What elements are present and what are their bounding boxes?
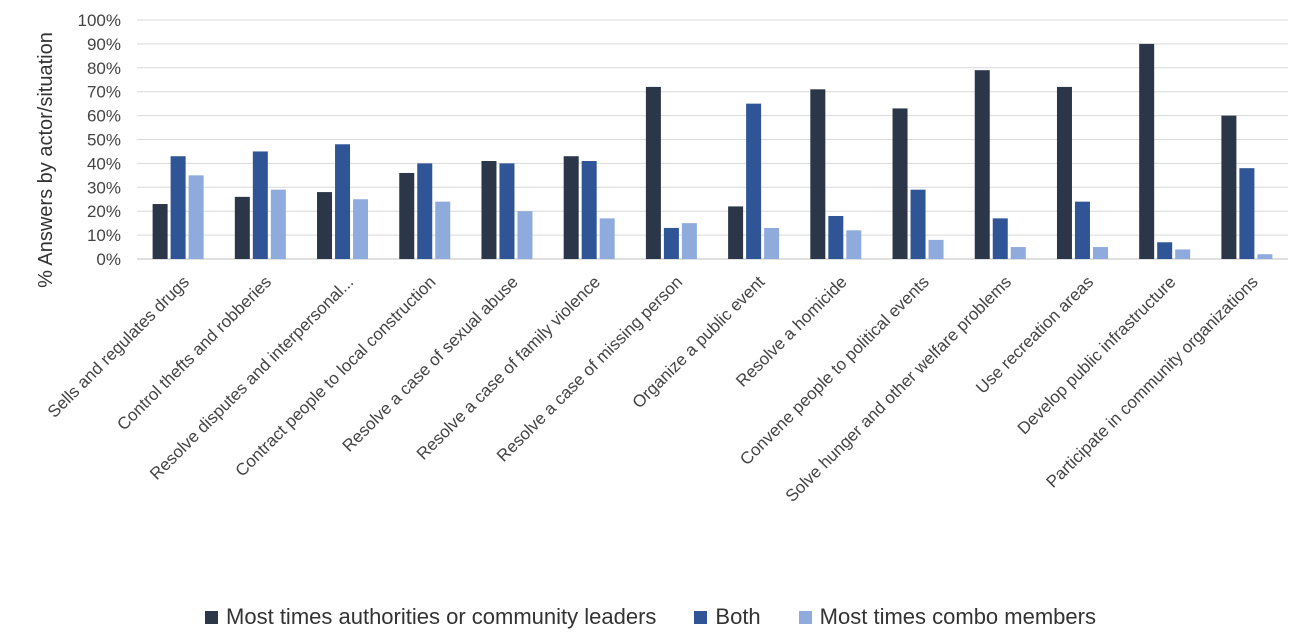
legend-item-authorities: Most times authorities or community lead… (205, 604, 656, 630)
bar (1092, 247, 1108, 259)
bar (974, 70, 990, 259)
x-tick-label: Organize a public event (629, 272, 769, 412)
bar (645, 86, 661, 259)
bar (928, 239, 944, 259)
bar (663, 227, 679, 259)
bar (992, 218, 1008, 259)
bar (317, 192, 333, 259)
bar (563, 156, 579, 259)
bar (152, 204, 168, 259)
y-tick-label: 20% (87, 202, 121, 221)
bar (846, 230, 862, 259)
bar (1010, 247, 1026, 259)
legend-label-authorities: Most times authorities or community lead… (226, 604, 657, 629)
y-tick-label: 30% (87, 178, 121, 197)
bar (728, 206, 744, 259)
y-tick-label: 50% (87, 131, 121, 150)
legend-label-both: Both (715, 604, 761, 629)
legend-swatch-authorities (205, 610, 219, 624)
x-tick-label: Resolve a case of family violence (413, 272, 604, 463)
bar (746, 103, 762, 260)
legend-swatch-both (694, 610, 708, 624)
bar (1139, 43, 1155, 260)
bar (599, 218, 615, 259)
bar (910, 189, 926, 259)
x-tick-label: Resolve a case of sexual abuse (339, 272, 522, 455)
bar (517, 211, 533, 259)
bar (499, 163, 515, 259)
bar (681, 223, 697, 259)
bar (892, 108, 908, 260)
bar (1239, 168, 1255, 259)
bar (810, 89, 826, 259)
bar (252, 151, 268, 259)
bar (1175, 249, 1191, 259)
y-tick-label: 60% (87, 107, 121, 126)
y-tick-label: 40% (87, 154, 121, 173)
legend-item-both: Both (694, 604, 761, 630)
bar (581, 161, 597, 259)
y-tick-label: 100% (78, 11, 121, 30)
bar (1056, 86, 1072, 259)
bar (335, 144, 351, 259)
bar (417, 163, 433, 259)
y-axis-ticks: 0% 10% 20% 30% 40% 50% 60% 70% 80% 90% 100% (78, 11, 121, 269)
legend: Most times authorities or community lead… (0, 604, 1301, 630)
y-tick-label: 90% (87, 35, 121, 54)
bar (234, 196, 250, 259)
x-tick-label: Develop public infrastructure (1014, 272, 1180, 438)
bar (188, 175, 204, 259)
bar (435, 201, 451, 259)
bar (270, 189, 286, 259)
bar (170, 156, 186, 259)
bar (1074, 201, 1090, 259)
bar (1221, 115, 1237, 259)
bar (1157, 242, 1173, 259)
bar (1257, 254, 1273, 259)
bar (353, 199, 369, 259)
y-axis-label: % Answers by actor/situation (35, 32, 57, 288)
y-tick-label: 80% (87, 59, 121, 78)
y-tick-label: 70% (87, 83, 121, 102)
legend-swatch-combo (798, 610, 812, 624)
bar (764, 227, 780, 259)
legend-label-combo: Most times combo members (819, 604, 1096, 629)
bar (399, 172, 415, 259)
x-tick-label: Control thefts and robberies (113, 272, 275, 434)
gridlines (137, 19, 1288, 260)
bar (481, 161, 497, 259)
y-tick-label: 0% (96, 250, 121, 269)
y-tick-label: 10% (87, 226, 121, 245)
legend-item-combo: Most times combo members (798, 604, 1096, 630)
bar (828, 215, 844, 259)
x-tick-label: Sells and regulates drugs (44, 272, 193, 421)
bars (152, 43, 1273, 260)
